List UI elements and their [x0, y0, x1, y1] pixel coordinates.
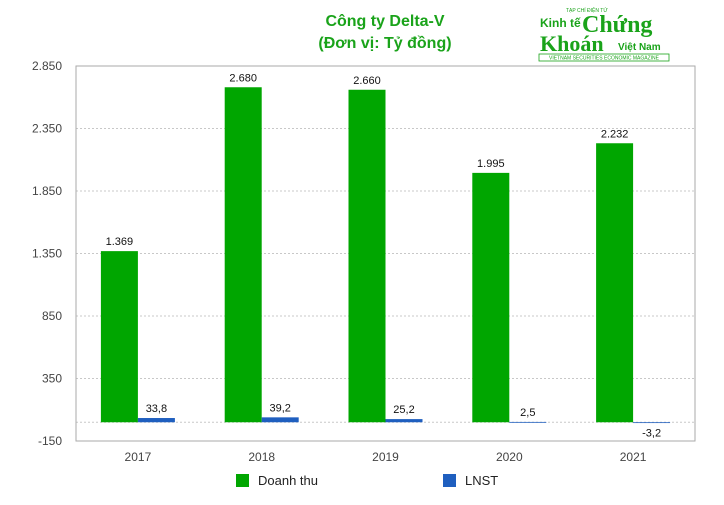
bar-doanh-thu: [596, 143, 634, 423]
legend-swatch: [236, 474, 249, 487]
data-label: 2.232: [601, 128, 629, 140]
data-label: 39,2: [269, 402, 290, 414]
bar-lnst: [509, 421, 547, 423]
svg-text:Khoán: Khoán: [540, 31, 604, 56]
x-tick-label: 2020: [496, 450, 523, 464]
data-label: 33,8: [146, 403, 167, 415]
svg-text:Kinh tế: Kinh tế: [540, 16, 581, 30]
bar-doanh-thu: [100, 251, 138, 423]
data-label: 25,2: [393, 404, 414, 416]
data-label: 2,5: [520, 407, 535, 419]
svg-text:VIETNAM SECURITIES ECONOMIC MA: VIETNAM SECURITIES ECONOMIC MAGAZINE: [549, 56, 660, 62]
y-tick-label: 1.850: [32, 184, 62, 198]
x-tick-label: 2017: [125, 450, 152, 464]
svg-text:Việt Nam: Việt Nam: [618, 42, 661, 53]
legend-item-doanh-thu: Doanh thu: [236, 473, 318, 488]
bar-doanh-thu: [224, 87, 262, 423]
data-label: 1.369: [106, 236, 134, 248]
logo: TẠP CHÍ ĐIỆN TỬ Kinh tế Chứng Khoán Việt…: [538, 6, 670, 62]
bar-doanh-thu: [348, 89, 386, 423]
legend-label: LNST: [465, 473, 499, 488]
y-tick-label: 2.850: [32, 59, 62, 73]
x-tick-label: 2018: [248, 450, 275, 464]
chart-title: Công ty Delta-V: [325, 13, 445, 30]
x-tick-label: 2021: [620, 450, 647, 464]
bar-lnst: [385, 419, 423, 423]
chart-subtitle: (Đơn vị: Tỷ đồng): [318, 35, 452, 52]
y-tick-label: 350: [42, 372, 62, 386]
legend-label: Doanh thu: [258, 473, 318, 488]
data-label: 2.680: [229, 72, 257, 84]
svg-text:TẠP CHÍ ĐIỆN TỬ: TẠP CHÍ ĐIỆN TỬ: [566, 6, 608, 14]
data-label: 1.995: [477, 158, 505, 170]
bar-doanh-thu: [472, 172, 510, 423]
legend-swatch: [443, 474, 456, 487]
legend-item-lnst: LNST: [443, 473, 498, 488]
y-tick-label: 2.350: [32, 122, 62, 136]
bar-lnst: [137, 418, 175, 423]
bar-lnst: [261, 417, 299, 423]
data-label: -3,2: [642, 428, 661, 440]
svg-text:Chứng: Chứng: [582, 12, 652, 38]
y-tick-label: 1.350: [32, 247, 62, 261]
x-tick-label: 2019: [372, 450, 399, 464]
y-tick-label: -150: [38, 434, 62, 448]
data-label: 2.660: [353, 75, 381, 87]
y-tick-label: 850: [42, 309, 62, 323]
bar-lnst: [633, 422, 671, 424]
plot-border: [75, 65, 696, 442]
